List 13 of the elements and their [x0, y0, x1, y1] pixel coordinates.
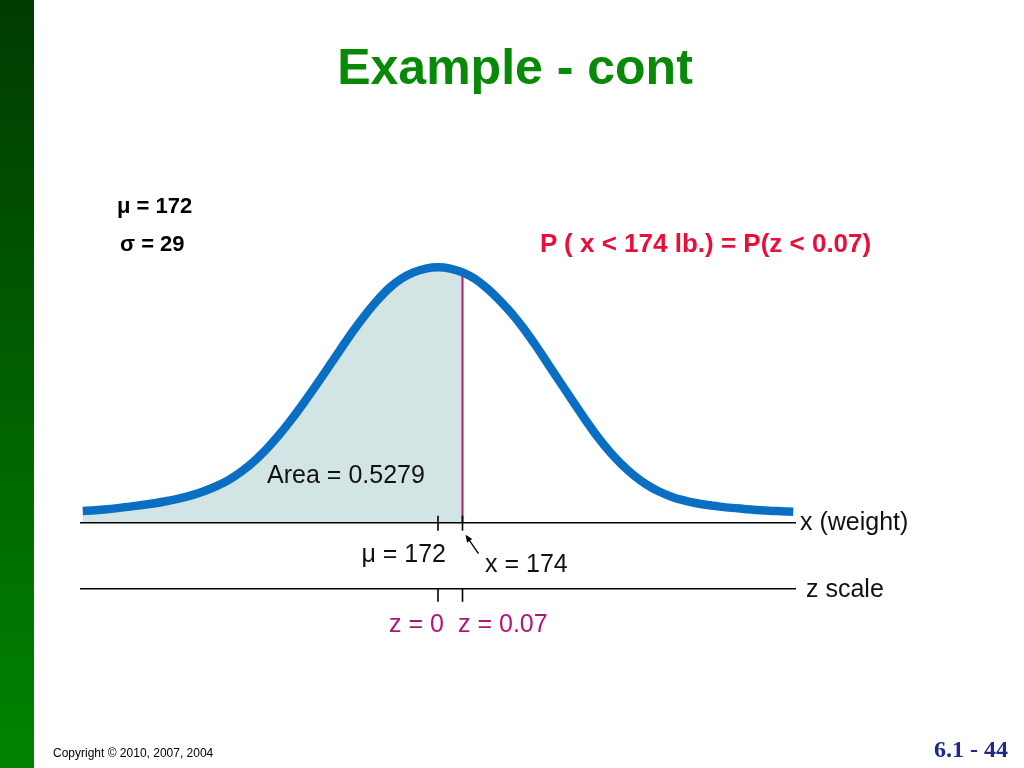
text: x = 174 [485, 549, 568, 577]
text: z scale [806, 574, 884, 602]
text: 6.1 - 44 [934, 736, 1008, 762]
chart-title: Example - cont [337, 39, 694, 95]
text: μ = 172 [361, 539, 446, 567]
text: σ = 29 [120, 231, 185, 256]
text: μ = 172 [117, 193, 193, 218]
annotation: Area = 0.5279 [267, 460, 425, 488]
text: z = 0 [389, 609, 444, 637]
text: z = 0.07 [458, 609, 548, 637]
text: P ( x < 174 lb.) = P(z < 0.07) [540, 228, 872, 258]
x-axis-title: x (weight) [800, 507, 909, 536]
text: Copyright © 2010, 2007, 2004 [53, 746, 214, 760]
